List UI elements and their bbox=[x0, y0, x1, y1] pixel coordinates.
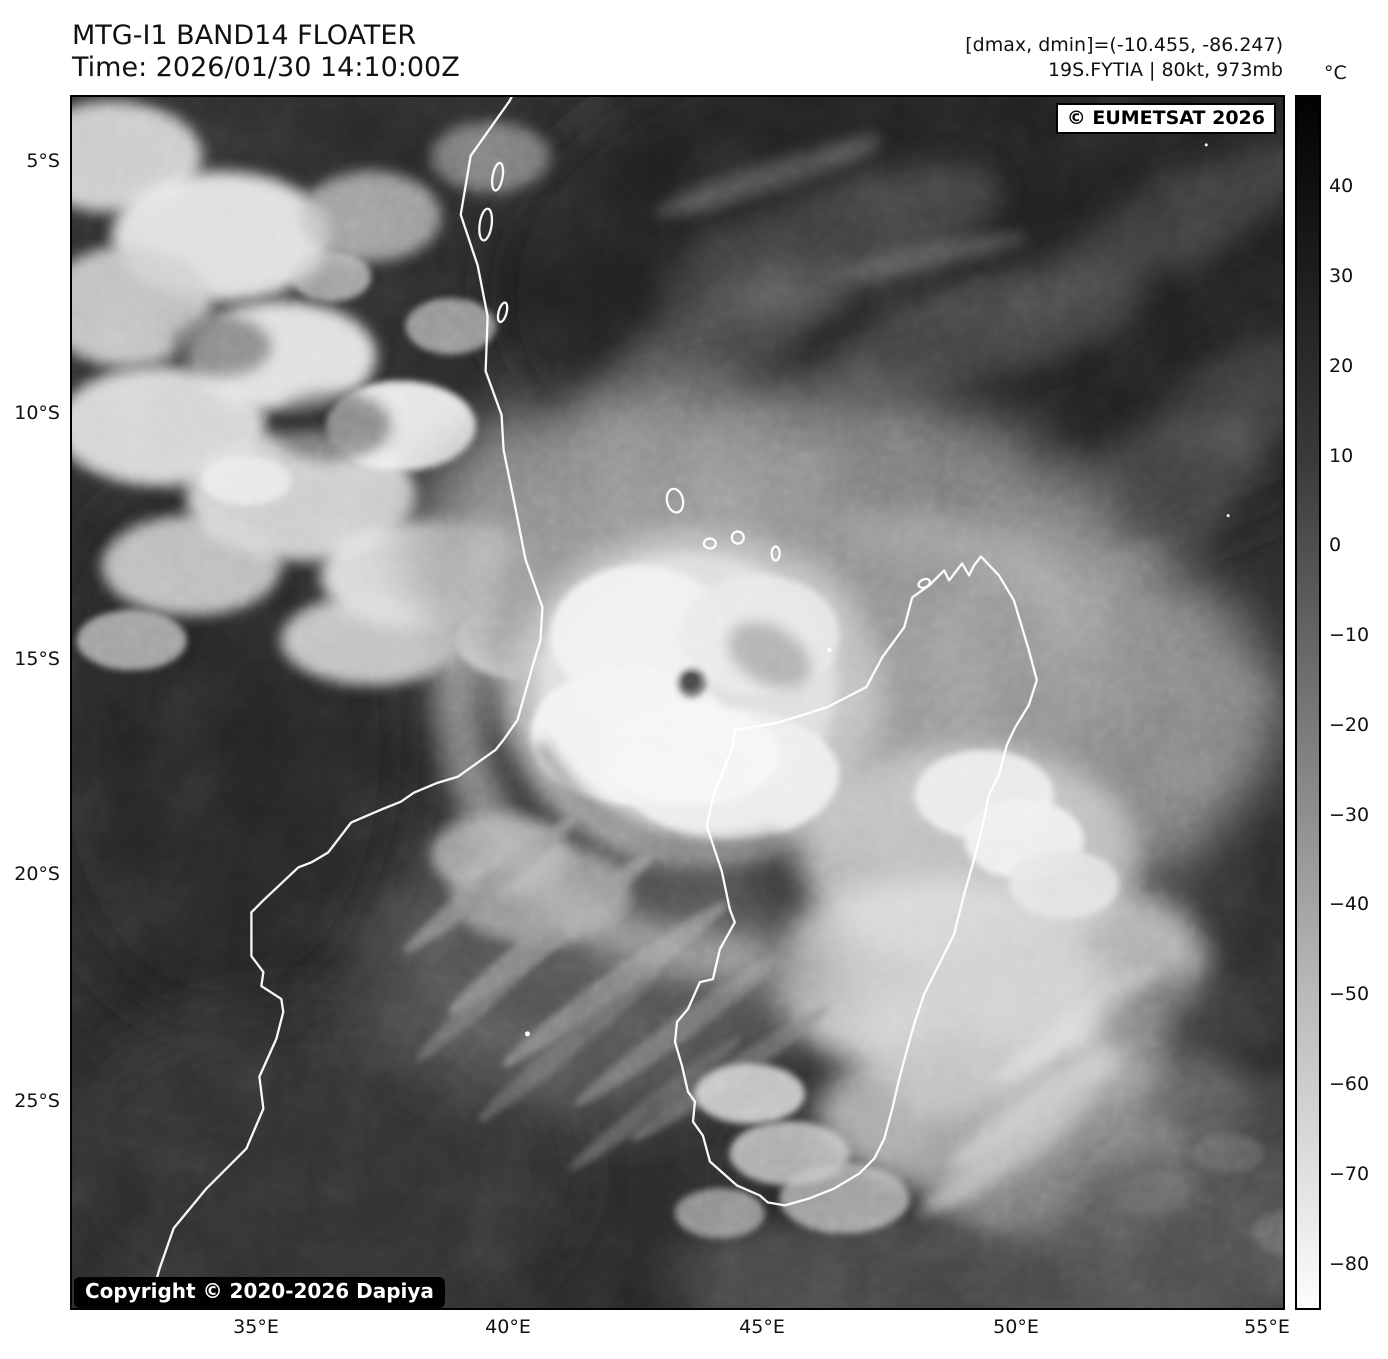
temperature-colorbar bbox=[1295, 95, 1321, 1310]
cb-tick-m30: −30 bbox=[1329, 804, 1370, 826]
cb-tick-10: 10 bbox=[1329, 445, 1354, 467]
lon-tick-50e: 50°E bbox=[993, 1316, 1039, 1338]
lon-tick-45e: 45°E bbox=[739, 1316, 785, 1338]
lon-tick-35e: 35°E bbox=[233, 1316, 279, 1338]
fine-noise-texture bbox=[72, 97, 1283, 1308]
cb-tick-0: 0 bbox=[1329, 534, 1342, 556]
cb-tick-m20: −20 bbox=[1329, 714, 1370, 736]
lat-tick-15s: 15°S bbox=[14, 648, 60, 670]
hot-pixel-dot bbox=[1226, 514, 1230, 518]
mafia-island bbox=[496, 301, 509, 324]
europa-island-dot bbox=[525, 1031, 530, 1037]
grande-comore-island bbox=[665, 487, 685, 514]
lat-tick-5s: 5°S bbox=[26, 150, 60, 172]
cb-tick-m40: −40 bbox=[1329, 893, 1370, 915]
juan-de-nova-dot bbox=[827, 648, 832, 653]
eumetsat-credit-badge: © EUMETSAT 2026 bbox=[1055, 103, 1276, 134]
zanzibar-island bbox=[478, 207, 494, 242]
coastlines bbox=[147, 97, 1038, 1308]
lat-tick-10s: 10°S bbox=[14, 402, 60, 424]
cb-tick-m10: −10 bbox=[1329, 624, 1370, 646]
anjouan-island bbox=[730, 530, 745, 545]
mayotte-island bbox=[770, 545, 781, 562]
cb-tick-m60: −60 bbox=[1329, 1073, 1370, 1095]
cb-tick-40: 40 bbox=[1329, 175, 1354, 197]
title-line2: Time: 2026/01/30 14:10:00Z bbox=[72, 52, 460, 83]
satellite-scene bbox=[72, 97, 1283, 1308]
plot-title: MTG-I1 BAND14 FLOATER Time: 2026/01/30 1… bbox=[72, 20, 460, 84]
hot-pixel-dot bbox=[1204, 143, 1208, 147]
storm-annotation: [dmax, dmin]=(-10.455, -86.247) 19S.FYTI… bbox=[965, 33, 1283, 83]
small-islets bbox=[525, 143, 1230, 1037]
dapiya-copyright-badge: Copyright © 2020-2026 Dapiya bbox=[74, 1277, 445, 1308]
lat-tick-20s: 20°S bbox=[14, 863, 60, 885]
nosy-islands bbox=[917, 577, 932, 589]
title-line1: MTG-I1 BAND14 FLOATER bbox=[72, 20, 417, 51]
lat-tick-25s: 25°S bbox=[14, 1090, 60, 1112]
lon-tick-40e: 40°E bbox=[485, 1316, 531, 1338]
africa-coastline bbox=[147, 97, 544, 1308]
cb-tick-30: 30 bbox=[1329, 265, 1354, 287]
cb-tick-20: 20 bbox=[1329, 355, 1354, 377]
cb-tick-m70: −70 bbox=[1329, 1163, 1370, 1185]
pemba-island bbox=[490, 161, 505, 192]
cb-tick-m80: −80 bbox=[1329, 1253, 1370, 1275]
storm-id-label: 19S.FYTIA | 80kt, 973mb bbox=[1047, 59, 1283, 81]
colorbar-unit-label: °C bbox=[1324, 62, 1347, 84]
lon-tick-55e: 55°E bbox=[1244, 1316, 1290, 1338]
madagascar-coastline bbox=[673, 555, 1038, 1207]
satellite-image-panel: © EUMETSAT 2026 Copyright © 2020-2026 Da… bbox=[70, 95, 1285, 1310]
islet-dot bbox=[646, 772, 650, 776]
dmax-dmin-label: [dmax, dmin]=(-10.455, -86.247) bbox=[965, 34, 1283, 56]
cb-tick-m50: −50 bbox=[1329, 983, 1370, 1005]
moheli-island bbox=[702, 537, 718, 550]
